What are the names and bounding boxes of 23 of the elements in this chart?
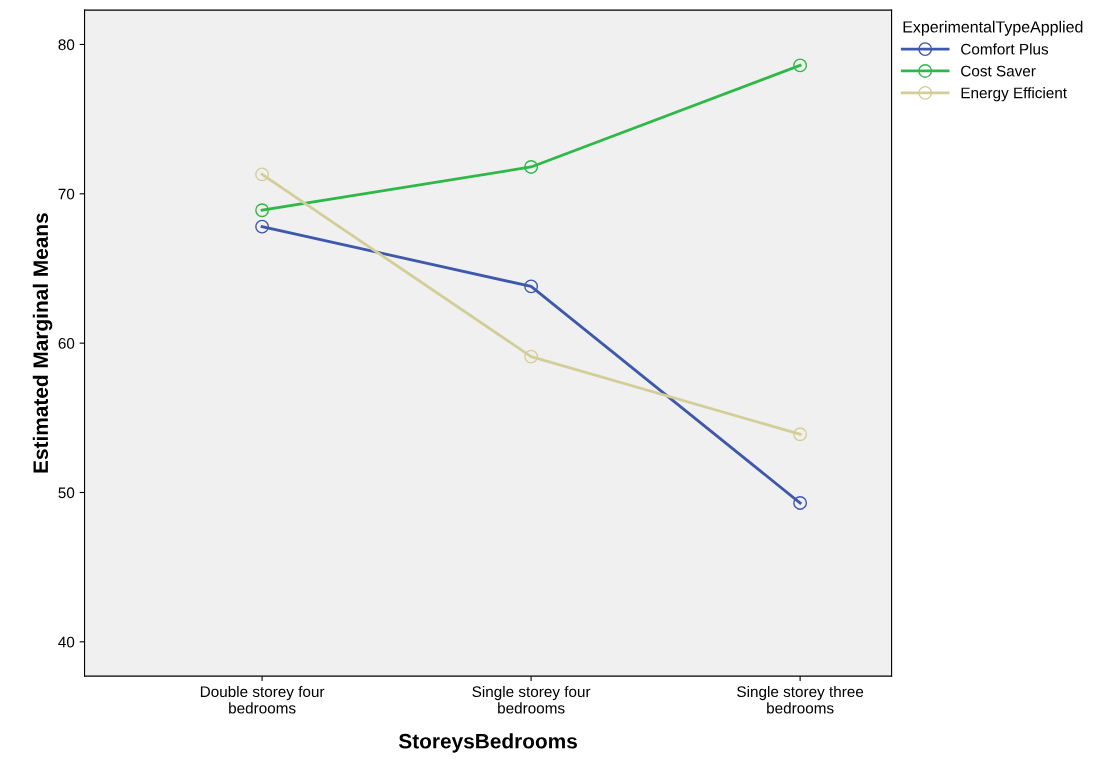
y-axis-title: Estimated Marginal Means xyxy=(32,213,53,473)
y-tick-label: 70 xyxy=(58,188,75,200)
point xyxy=(255,203,270,218)
x-axis-title: StoreysBedrooms xyxy=(398,733,577,753)
x-tick-label: Single storey four bedrooms xyxy=(472,685,591,714)
point xyxy=(255,219,270,234)
x-tick-label: Double storey four bedrooms xyxy=(200,685,325,714)
point xyxy=(793,495,808,510)
point xyxy=(524,279,539,294)
y-tick-label: 80 xyxy=(58,39,75,51)
y-tick-label: 60 xyxy=(58,338,75,349)
y-tick-label: 40 xyxy=(58,636,75,648)
x-tick-label: Single storey three bedrooms xyxy=(737,685,864,714)
legend-label: Comfort Plus xyxy=(961,43,1049,55)
point xyxy=(524,349,539,364)
point xyxy=(255,167,270,182)
point xyxy=(524,159,539,174)
point xyxy=(793,427,808,442)
legend-label: Energy Efficient xyxy=(961,87,1067,102)
legend-label: Cost Saver xyxy=(961,65,1036,77)
legend-title: ExperimentalTypeApplied xyxy=(903,20,1083,36)
y-tick-label: 50 xyxy=(58,487,75,499)
point xyxy=(793,58,808,73)
